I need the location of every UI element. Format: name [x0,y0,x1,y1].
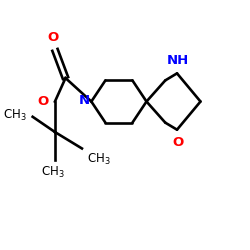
Text: O: O [172,136,184,148]
Text: O: O [38,95,49,108]
Text: CH$_3$: CH$_3$ [3,108,27,123]
Text: O: O [47,31,58,44]
Text: CH$_3$: CH$_3$ [87,152,110,167]
Text: CH$_3$: CH$_3$ [41,165,64,180]
Text: NH: NH [167,54,189,68]
Text: N: N [79,94,90,107]
